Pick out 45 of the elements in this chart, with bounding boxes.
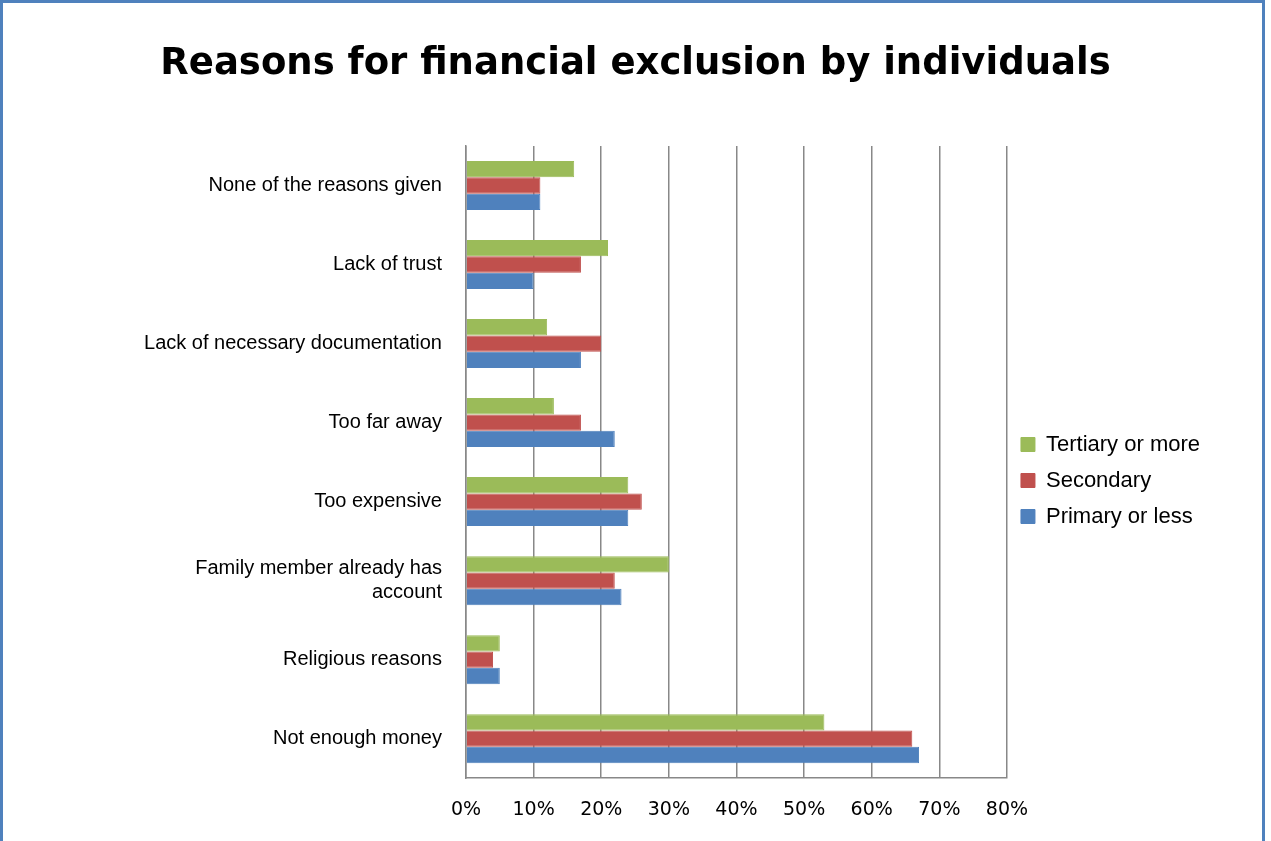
bar <box>466 272 534 290</box>
legend-label: Tertiary or more <box>1045 430 1201 456</box>
chart-title: Reasons for financial exclusion by individuals <box>159 40 1112 83</box>
x-tick-label: 40% <box>715 796 758 819</box>
x-tick-label: 30% <box>647 796 690 819</box>
legend-label: Secondary <box>1045 466 1152 492</box>
bar <box>466 588 622 606</box>
bar <box>466 667 500 685</box>
bar <box>466 240 608 257</box>
x-tick-label: 80% <box>985 796 1029 819</box>
bar <box>466 572 615 589</box>
x-tick-label: 0% <box>450 796 482 819</box>
bar <box>466 651 494 668</box>
y-tick-label: Lack of trust <box>333 252 443 275</box>
legend-label: Primary or less <box>1045 502 1193 528</box>
bar <box>466 714 825 731</box>
y-tick-label: None of the reasons given <box>208 173 442 196</box>
bar <box>466 730 913 747</box>
y-tick-label: Lack of necessary documentation <box>144 331 442 354</box>
bar <box>466 335 602 352</box>
bar <box>466 161 575 178</box>
bar <box>466 477 629 494</box>
bar <box>466 193 541 211</box>
bar <box>466 556 669 573</box>
y-tick-label: Family member already has account <box>195 556 443 603</box>
bar <box>466 430 615 448</box>
y-tick-label: Religious reasons <box>283 647 442 670</box>
y-tick-label: Too expensive <box>314 489 442 512</box>
y-tick-label: Not enough money <box>272 726 442 749</box>
y-tick-label: Too far away <box>328 410 442 433</box>
bar <box>466 351 581 369</box>
bar <box>466 493 642 510</box>
x-tick-label: 70% <box>918 796 961 819</box>
x-tick-label: 50% <box>782 796 826 819</box>
x-tick-label: 10% <box>512 796 555 819</box>
bar <box>466 746 920 764</box>
x-tick-label: 20% <box>580 796 623 819</box>
bar <box>466 319 548 336</box>
bar <box>466 177 541 194</box>
bar <box>466 256 581 273</box>
bar <box>466 509 629 527</box>
bar <box>466 635 500 652</box>
bar <box>466 414 581 431</box>
bar <box>466 398 554 415</box>
x-tick-label: 60% <box>850 796 893 819</box>
